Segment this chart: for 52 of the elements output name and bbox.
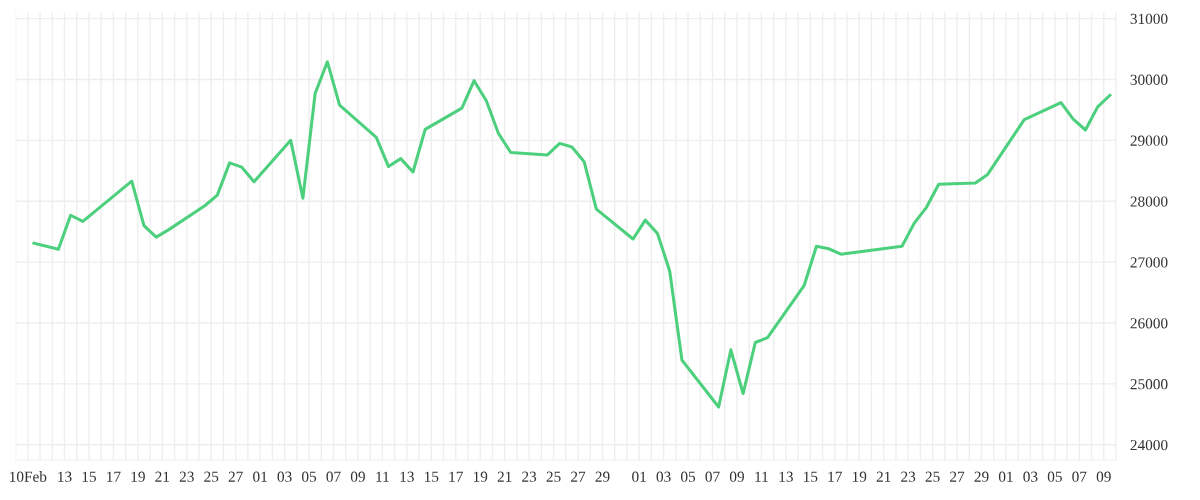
x-tick-label: 01: [253, 471, 267, 482]
x-tick-label: 13: [58, 471, 72, 482]
x-tick-label: 11: [755, 471, 768, 482]
x-tick-label: 29: [974, 471, 989, 482]
x-tick-label: 10Feb: [10, 471, 47, 482]
x-tick-label: 07: [326, 471, 341, 482]
x-tick-label: 09: [1096, 471, 1111, 482]
y-tick-label: 26000: [1130, 318, 1168, 329]
x-tick-label: 19: [473, 471, 488, 482]
x-tick-label: 25: [204, 471, 219, 482]
x-tick-label: 25: [925, 471, 940, 482]
y-tick-label: 30000: [1130, 74, 1168, 85]
x-tick-label: 27: [228, 471, 243, 482]
y-tick-label: 24000: [1130, 439, 1168, 451]
y-tick-label: 31000: [1130, 13, 1168, 25]
x-tick-label: 15: [425, 471, 439, 482]
x-tick-label: 19: [131, 471, 145, 482]
x-tick-label: 03: [277, 471, 292, 482]
x-tick-label: 07: [1072, 471, 1087, 482]
x-tick-label: 05: [301, 471, 317, 482]
x-tick-label: 19: [852, 471, 867, 482]
y-tick-label: 25000: [1130, 379, 1168, 390]
x-tick-label: 01: [632, 471, 646, 482]
x-tick-label: 27: [571, 471, 586, 482]
x-tick-label: 07: [705, 471, 720, 482]
x-tick-label: 21: [497, 471, 512, 482]
x-tick-label: 25: [546, 471, 561, 482]
x-tick-label: 21: [876, 471, 891, 482]
x-tick-label: 15: [804, 471, 818, 482]
x-tick-label: 17: [107, 471, 121, 482]
y-tick-label: 28000: [1130, 196, 1168, 207]
x-tick-label: 23: [179, 471, 194, 482]
x-tick-label: 23: [901, 471, 916, 482]
x-tick-label: 05: [681, 471, 696, 482]
x-tick-label: 13: [779, 471, 793, 482]
x-tick-label: 03: [656, 471, 671, 482]
x-tick-label: 15: [82, 471, 96, 482]
x-tick-label: 11: [376, 471, 389, 482]
x-tick-label: 09: [729, 471, 744, 482]
x-tick-label: 13: [400, 471, 414, 482]
x-tick-label: 21: [155, 471, 170, 482]
x-tick-label: 17: [828, 471, 842, 482]
x-tick-label: 17: [449, 471, 463, 482]
x-tick-label: 01: [998, 471, 1013, 482]
x-tick-label: 23: [522, 471, 537, 482]
x-tick-label: 09: [350, 471, 365, 482]
x-tick-label: 27: [950, 471, 965, 482]
y-tick-label: 27000: [1130, 257, 1168, 268]
x-tick-label: 29: [595, 471, 610, 482]
x-tick-label: 05: [1047, 471, 1062, 482]
y-tick-label: 29000: [1130, 135, 1168, 146]
x-tick-label: 03: [1023, 471, 1038, 482]
